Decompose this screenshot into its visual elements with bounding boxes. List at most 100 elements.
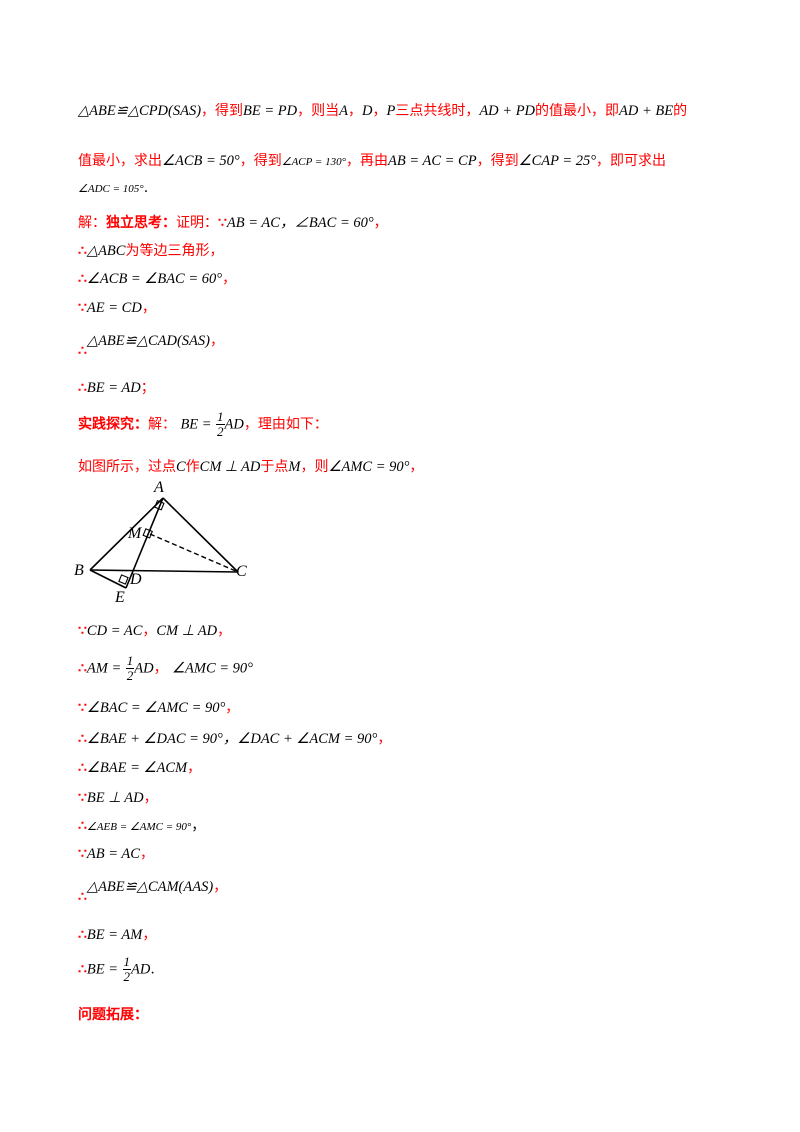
solution-line-20: ∴△ABE≌△CAM(AAS)， bbox=[78, 876, 227, 905]
math: AD bbox=[131, 961, 151, 978]
segment-be bbox=[89, 569, 127, 589]
math: ∠AMC = 90° bbox=[172, 660, 253, 677]
text: . bbox=[143, 180, 149, 196]
text: ，得到 bbox=[476, 153, 519, 169]
text: ， bbox=[217, 623, 232, 639]
math: BE = bbox=[180, 416, 212, 433]
text: 证明： bbox=[176, 215, 218, 231]
math: AB = AC = CP bbox=[387, 153, 477, 169]
math: C bbox=[176, 459, 186, 475]
math: AD + PD bbox=[479, 103, 536, 119]
section-label: 实践探究： bbox=[78, 416, 148, 433]
solution-line-19: ∵AB = AC， bbox=[78, 843, 154, 863]
right-angle-a bbox=[154, 500, 165, 511]
numerator: 1 bbox=[122, 954, 131, 970]
therefore-symbol: ∴ bbox=[78, 731, 87, 747]
text: ， bbox=[373, 215, 388, 231]
math: BE = bbox=[86, 961, 119, 978]
math: ∠ACB = 50° bbox=[162, 153, 240, 169]
text: 解： bbox=[148, 416, 176, 433]
because-symbol: ∵ bbox=[218, 215, 227, 231]
solution-line-13: ∴AM = 1 2 AD， ∠AMC = 90° bbox=[78, 654, 253, 683]
therefore-symbol: ∴ bbox=[78, 889, 87, 905]
text: ， bbox=[191, 818, 206, 834]
math: AB = AC，∠BAC = 60° bbox=[226, 215, 374, 231]
text: ， bbox=[142, 927, 157, 943]
math: ∠BAC = ∠AMC = 90° bbox=[86, 700, 226, 716]
math: A bbox=[339, 103, 348, 119]
math: △ABC bbox=[86, 243, 126, 259]
math: ∠AMC = 90° bbox=[328, 459, 410, 475]
math: ∠CAP = 25° bbox=[518, 153, 597, 169]
math: AM = bbox=[86, 660, 122, 677]
math: CM ⊥ AD bbox=[199, 459, 261, 475]
text: 为等边三角形， bbox=[125, 243, 224, 259]
text: ， bbox=[222, 271, 237, 287]
text: ， bbox=[209, 333, 224, 349]
text: ， bbox=[225, 700, 240, 716]
label-a: A bbox=[153, 479, 164, 496]
because-symbol: ∵ bbox=[78, 300, 87, 316]
math: ∠ACP = 130° bbox=[281, 156, 346, 168]
text: ， bbox=[153, 660, 168, 677]
text: ，则当 bbox=[297, 103, 340, 119]
text: ，则 bbox=[300, 459, 329, 475]
text: ， bbox=[213, 879, 228, 895]
text: 解： bbox=[78, 215, 106, 231]
text: 于点 bbox=[260, 459, 289, 475]
text: 三点共线时， bbox=[395, 103, 480, 119]
therefore-symbol: ∴ bbox=[78, 760, 87, 776]
therefore-symbol: ∴ bbox=[78, 271, 87, 287]
text: ， bbox=[143, 790, 158, 806]
solution-line-18: ∴∠AEB = ∠AMC = 90°， bbox=[78, 815, 205, 835]
solution-line-6: ∴∠ACB = ∠BAC = 60°， bbox=[78, 268, 236, 288]
therefore-symbol: ∴ bbox=[78, 818, 87, 834]
math: AD bbox=[134, 660, 154, 677]
math: ∠ACB = ∠BAC = 60° bbox=[86, 271, 223, 287]
segment-ac bbox=[162, 497, 239, 573]
denominator: 2 bbox=[217, 424, 224, 439]
segment-ae bbox=[125, 497, 164, 589]
therefore-symbol: ∴ bbox=[78, 660, 87, 677]
math-congruence: △ABE≌△CPD(SAS) bbox=[78, 103, 202, 119]
numerator: 1 bbox=[216, 409, 225, 425]
math: BE = PD bbox=[243, 103, 298, 119]
therefore-symbol: ∴ bbox=[78, 961, 87, 978]
text: . bbox=[150, 961, 155, 978]
math: AD + BE bbox=[619, 103, 674, 119]
text: 如图所示，过点 bbox=[78, 459, 176, 475]
label-b: B bbox=[74, 562, 84, 579]
solution-line-15: ∴∠BAE + ∠DAC = 90°，∠DAC + ∠ACM = 90°， bbox=[78, 727, 391, 748]
text: ， bbox=[409, 459, 424, 475]
text: ， bbox=[141, 300, 156, 316]
text: 作 bbox=[185, 459, 200, 475]
solution-line-3: ∠ADC = 105°. bbox=[78, 180, 148, 196]
math: CD = AC bbox=[86, 623, 143, 639]
math: ∠BAE + ∠DAC = 90°，∠DAC + ∠ACM = 90° bbox=[86, 731, 378, 747]
text: 的值最小，即 bbox=[535, 103, 620, 119]
math: ∠ADC = 105° bbox=[78, 183, 144, 195]
solution-line-7: ∵AE = CD， bbox=[78, 297, 156, 317]
because-symbol: ∵ bbox=[78, 790, 87, 806]
because-symbol: ∵ bbox=[78, 700, 87, 716]
text: ， bbox=[372, 103, 387, 119]
solution-line-4: 解：独立思考：证明：∵AB = AC，∠BAC = 60°， bbox=[78, 211, 388, 232]
solution-line-12: ∵CD = AC，CM ⊥ AD， bbox=[78, 620, 231, 640]
text: ，得到 bbox=[239, 153, 282, 169]
numerator: 1 bbox=[125, 653, 135, 669]
solution-line-22: ∴BE = 1 2 AD. bbox=[78, 955, 155, 984]
text: ，即可求出 bbox=[596, 153, 667, 169]
geometry-figure: A M B D C E bbox=[74, 479, 247, 606]
therefore-symbol: ∴ bbox=[78, 927, 87, 943]
solution-line-16: ∴∠BAE = ∠ACM， bbox=[78, 757, 201, 777]
solution-line-9: ∴BE = AD； bbox=[78, 377, 155, 397]
text: 值最小，求出 bbox=[78, 153, 162, 169]
section-label: 独立思考： bbox=[106, 215, 176, 231]
therefore-symbol: ∴ bbox=[78, 343, 87, 359]
label-e: E bbox=[114, 589, 125, 606]
text: ， bbox=[187, 760, 202, 776]
text: ，得到 bbox=[201, 103, 244, 119]
